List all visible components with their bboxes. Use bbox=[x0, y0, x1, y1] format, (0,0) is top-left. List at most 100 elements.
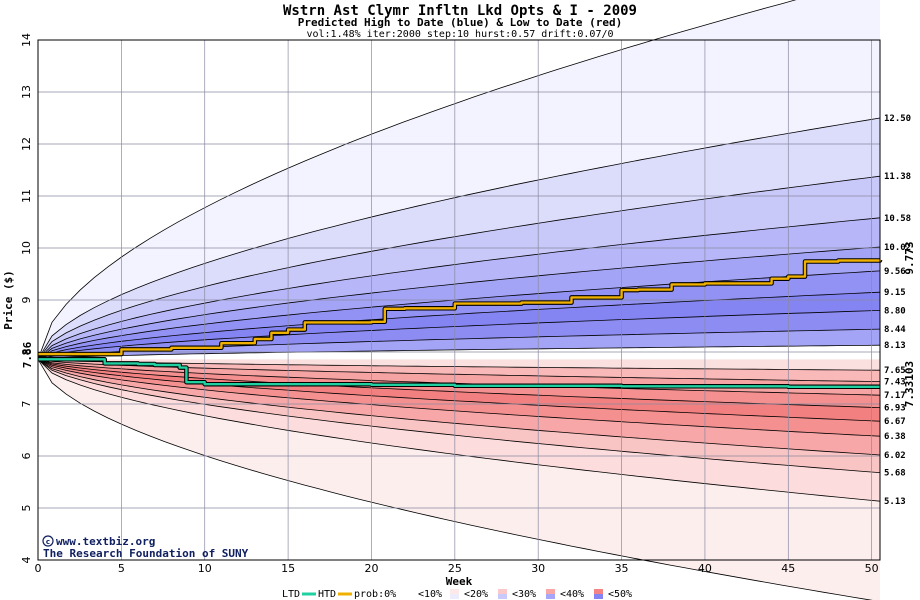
y-tick-label-8: 8 bbox=[20, 349, 33, 356]
end-high-label: 9.773 bbox=[903, 241, 916, 274]
legend-ltd-label: LTD bbox=[282, 589, 300, 600]
percentile-line-14 bbox=[37, 358, 881, 422]
high-percentile-label-1: 11.38 bbox=[884, 172, 911, 182]
percentile-line-0 bbox=[37, 0, 797, 360]
high-percentile-label-5: 9.15 bbox=[884, 288, 906, 298]
low-percentile-label-3: 6.93 bbox=[884, 404, 906, 414]
chart-subtitle: Predicted High to Date (blue) & Low to D… bbox=[298, 16, 623, 29]
y-tick-label-14: 14 bbox=[20, 33, 33, 47]
percentile-line-19 bbox=[37, 359, 873, 600]
low-percentile-label-6: 6.02 bbox=[884, 451, 906, 461]
percentile-line-9 bbox=[37, 344, 881, 360]
high-percentile-label-0: 12.50 bbox=[884, 114, 911, 124]
high-band-1 bbox=[38, 118, 880, 360]
x-tick-label-50: 50 bbox=[865, 562, 879, 575]
percentile-line-3 bbox=[37, 217, 881, 360]
legend-40-label: <40% bbox=[560, 589, 584, 600]
copyright-symbol: c bbox=[46, 538, 50, 546]
y-tick-label-13: 13 bbox=[20, 85, 33, 99]
start-price-label: 7.86 bbox=[21, 341, 34, 368]
percentile-line-2 bbox=[37, 175, 881, 360]
high-band-0 bbox=[38, 0, 880, 360]
x-tick-label-5: 5 bbox=[118, 562, 125, 575]
percentile-line-12 bbox=[37, 358, 881, 396]
high-percentile-label-8: 8.13 bbox=[884, 341, 906, 351]
percentile-lines bbox=[37, 0, 881, 600]
percentile-line-6 bbox=[37, 291, 881, 360]
legend: LTD HTD prob:0% <10% <20% <30% <40% <50% bbox=[282, 589, 632, 600]
y-tick-label-12: 12 bbox=[20, 137, 33, 151]
percentile-line-16 bbox=[37, 358, 881, 456]
plot-frame bbox=[37, 39, 881, 561]
high-band-3 bbox=[38, 217, 880, 360]
percentile-line-4 bbox=[37, 246, 881, 360]
high-percentile-label-4: 9.56 bbox=[884, 267, 906, 277]
x-tick-label-40: 40 bbox=[698, 562, 712, 575]
low-percentile-label-2: 7.17 bbox=[884, 391, 906, 401]
copyright-icon bbox=[42, 535, 54, 547]
low-percentile-label-7: 5.68 bbox=[884, 469, 906, 479]
legend-swatch-0 bbox=[396, 589, 405, 598]
legend-50-label: <50% bbox=[608, 589, 632, 600]
x-tick-label-15: 15 bbox=[281, 562, 295, 575]
y-tick-label-5: 5 bbox=[20, 505, 33, 512]
x-tick-label-25: 25 bbox=[448, 562, 462, 575]
y-tick-label-6: 6 bbox=[20, 453, 33, 460]
low-band-9 bbox=[38, 359, 880, 600]
y-axis-ticks: 4 5 6 7 8 9 10 11 12 13 14 bbox=[20, 33, 33, 564]
high-band-6 bbox=[38, 292, 880, 360]
y-tick-label-11: 11 bbox=[20, 189, 33, 203]
legend-20-label: <20% bbox=[464, 589, 488, 600]
low-percentile-label-0: 7.65 bbox=[884, 366, 906, 376]
low-band-1 bbox=[38, 359, 880, 382]
high-band-7 bbox=[38, 310, 880, 360]
low-band-4 bbox=[38, 359, 880, 422]
x-tick-label-35: 35 bbox=[615, 562, 629, 575]
y-tick-label-4: 4 bbox=[20, 557, 33, 564]
chart-parameters: vol:1.48% iter:2000 step:10 hurst:0.57 d… bbox=[306, 29, 613, 40]
x-tick-label-45: 45 bbox=[781, 562, 795, 575]
percentile-line-18 bbox=[37, 359, 881, 502]
legend-swatch-20-high bbox=[498, 594, 507, 599]
legend-30-label: <30% bbox=[512, 589, 536, 600]
x-tick-label-20: 20 bbox=[364, 562, 378, 575]
low-percentile-label-1: 7.43 bbox=[884, 378, 906, 388]
legend-swatch-40-low bbox=[594, 589, 603, 594]
legend-10-label: <10% bbox=[418, 589, 442, 600]
percentile-line-7 bbox=[37, 310, 881, 360]
x-tick-label-30: 30 bbox=[531, 562, 545, 575]
x-axis-label: Week bbox=[446, 575, 473, 588]
high-band-2 bbox=[38, 176, 880, 360]
end-low-label: 7.33103 bbox=[903, 361, 916, 407]
x-tick-label-10: 10 bbox=[198, 562, 212, 575]
credit-url: www.textbiz.org bbox=[56, 535, 155, 548]
y-axis-label: Price ($) bbox=[2, 270, 15, 330]
legend-swatch-10-high bbox=[450, 594, 459, 599]
low-percentile-label-5: 6.38 bbox=[884, 432, 906, 442]
credit-block: c www.textbiz.org The Research Foundatio… bbox=[42, 535, 249, 560]
low-percentile-label-8: 5.13 bbox=[884, 497, 906, 507]
htd-series-line bbox=[38, 259, 882, 356]
y-tick-label-10: 10 bbox=[20, 241, 33, 255]
legend-swatch-20-low bbox=[498, 589, 507, 594]
ltd-series-line bbox=[38, 358, 880, 388]
chart-title: Wstrn Ast Clymr Infltn Lkd Opts & I - 20… bbox=[283, 3, 637, 19]
high-percentile-label-2: 10.58 bbox=[884, 214, 911, 224]
grid-lines bbox=[37, 39, 880, 561]
legend-swatch-30-high bbox=[546, 594, 555, 599]
legend-htd-label: HTD bbox=[318, 589, 336, 600]
percentile-line-1 bbox=[37, 117, 881, 360]
low-band-6 bbox=[38, 359, 880, 455]
credit-organization: The Research Foundation of SUNY bbox=[43, 547, 249, 560]
percentile-line-13 bbox=[37, 358, 881, 408]
low-band-5 bbox=[38, 359, 880, 437]
low-band-7 bbox=[38, 359, 880, 473]
legend-swatch-30-low bbox=[546, 589, 555, 594]
legend-swatch-40-high bbox=[594, 594, 603, 599]
percentile-line-17 bbox=[37, 358, 881, 473]
x-axis-ticks: 0 5 10 15 20 25 30 35 40 45 50 bbox=[35, 562, 879, 575]
high-percentile-label-7: 8.44 bbox=[884, 325, 906, 335]
low-percentile-label-4: 6.67 bbox=[884, 417, 906, 427]
percentile-end-labels: 12.50 11.38 10.58 10.02 9.56 9.15 8.80 8.44 8.13… bbox=[884, 114, 911, 507]
